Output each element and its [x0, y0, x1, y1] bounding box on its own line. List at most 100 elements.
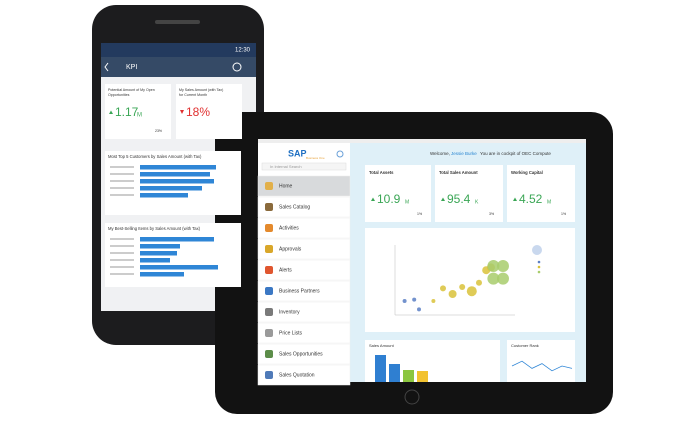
welcome: Welcome,: [430, 151, 450, 156]
menu-label: Business Partners: [279, 288, 320, 294]
scatter-legend-icon: [532, 245, 542, 255]
bubble[interactable]: [487, 272, 500, 285]
bubble[interactable]: [476, 279, 482, 286]
bubble[interactable]: [412, 297, 417, 302]
menu-icon: [265, 266, 273, 274]
menu-icon: [265, 329, 273, 337]
menu-icon: [265, 224, 273, 232]
menu-label: Sales Quotation: [279, 372, 315, 378]
kpi-label: Potential Amount of My Open: [108, 88, 155, 92]
menu-item[interactable]: [257, 301, 351, 323]
kpi-change: 3%: [489, 212, 494, 216]
menu-item[interactable]: [257, 259, 351, 281]
bar-label-placeholder: [110, 266, 134, 268]
menu-label: Alerts: [279, 267, 292, 273]
kpi-label: Opportunities: [108, 93, 130, 97]
back-icon[interactable]: [104, 62, 109, 72]
status-bar: [101, 43, 256, 57]
sales-bar[interactable]: [389, 364, 400, 382]
up-arrow: [513, 197, 517, 201]
kpi-change: 23%: [155, 129, 162, 133]
sales-bar[interactable]: [403, 370, 414, 382]
kpi-value: 1.17: [115, 105, 139, 119]
menu-item[interactable]: [257, 175, 351, 197]
kpi-unit: M: [405, 199, 409, 205]
bar-label-placeholder: [110, 245, 134, 247]
menu-label: Approvals: [279, 246, 302, 252]
tablet-status: [258, 139, 586, 143]
bubble[interactable]: [440, 285, 446, 292]
home-button[interactable]: [404, 389, 420, 405]
bar: [140, 265, 218, 270]
kpi-label: Total Assets: [369, 170, 394, 175]
bar-label-placeholder: [110, 166, 134, 168]
bar-label-placeholder: [110, 252, 134, 254]
kpi-label: Working Capital: [511, 170, 543, 175]
kpi-card[interactable]: [507, 165, 575, 222]
sales-bar[interactable]: [417, 371, 428, 382]
kpi-unit: M: [547, 199, 551, 205]
menu-label: Price Lists: [279, 330, 303, 336]
kpi-value: 95.4: [447, 192, 471, 206]
refresh-icon[interactable]: [232, 62, 242, 72]
kpi-value: 18%: [186, 105, 210, 119]
menu-item[interactable]: [257, 238, 351, 260]
chart-title: Most Top 5 Customers by Sales Amount (wi…: [108, 154, 202, 159]
bar-label-placeholder: [110, 259, 134, 261]
menu-item[interactable]: [257, 364, 351, 386]
bar: [140, 186, 202, 191]
kpi-card[interactable]: [435, 165, 503, 222]
bubble[interactable]: [448, 290, 457, 298]
logo: SAP: [288, 148, 307, 158]
menu-icon: [265, 245, 273, 253]
bubble[interactable]: [497, 272, 509, 285]
dynamic-layer: Potential Amount of My OpenOpportunities…: [105, 84, 575, 386]
bar-label-placeholder: [110, 187, 134, 189]
bar-label-placeholder: [110, 194, 134, 196]
sales-panel: [365, 340, 500, 382]
menu-item[interactable]: [257, 280, 351, 302]
menu-item[interactable]: [257, 322, 351, 344]
kpi-card[interactable]: [176, 84, 242, 139]
welcome-rest: You are in cockpit of OEC Compute: [480, 151, 551, 156]
menu-icon: [265, 350, 273, 358]
bubble[interactable]: [402, 299, 407, 303]
chart-title: My Best-Selling Items by Sales Amount (w…: [108, 226, 201, 231]
menu-icon: [265, 287, 273, 295]
bar-label-placeholder: [110, 238, 134, 240]
rank-title: Customer Rank: [511, 343, 539, 348]
user-name: Jessie Burke: [451, 151, 477, 156]
settings-icon[interactable]: [336, 150, 344, 158]
phone-header-title: KPI: [126, 64, 137, 71]
sales-bar[interactable]: [375, 355, 386, 382]
menu-item[interactable]: [257, 343, 351, 365]
kpi-card[interactable]: [365, 165, 431, 222]
scatter-panel: [365, 228, 575, 332]
bar: [140, 272, 184, 277]
bar: [140, 179, 214, 184]
bubble[interactable]: [459, 284, 466, 290]
logo-sub: Business One: [306, 156, 325, 160]
bubble[interactable]: [466, 286, 477, 297]
down-arrow: [180, 110, 184, 114]
kpi-unit: K: [475, 199, 479, 205]
status-time: 12:30: [235, 48, 251, 54]
legend-dot: [537, 265, 541, 269]
bubble[interactable]: [431, 299, 436, 303]
search-placeholder: In Internal Search: [270, 164, 302, 169]
bubble[interactable]: [497, 260, 509, 272]
bar: [140, 237, 214, 242]
bar: [140, 258, 170, 263]
menu-item[interactable]: [257, 217, 351, 239]
rank-panel: [507, 340, 575, 382]
menu-label: Inventory: [279, 309, 300, 315]
search-box[interactable]: [261, 162, 347, 171]
kpi-card[interactable]: [105, 84, 171, 139]
bubble[interactable]: [417, 307, 421, 312]
menu-label: Sales Catalog: [279, 204, 310, 210]
menu-icon: [265, 371, 273, 379]
kpi-value: 4.52: [519, 192, 543, 206]
menu-item[interactable]: [257, 196, 351, 218]
bubble[interactable]: [487, 260, 500, 272]
bar: [140, 165, 216, 170]
